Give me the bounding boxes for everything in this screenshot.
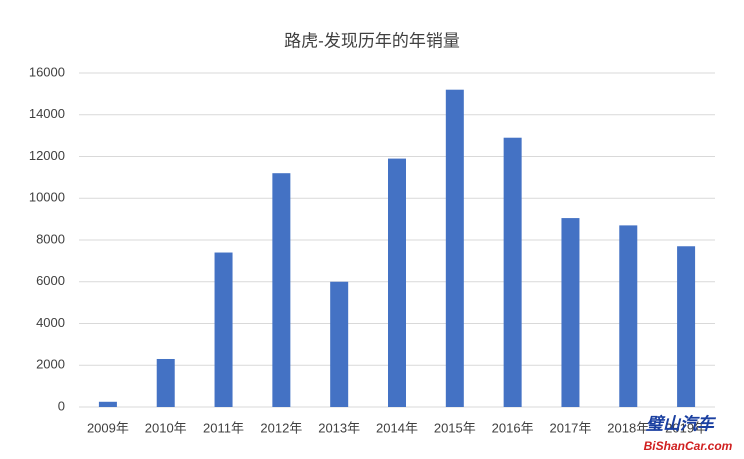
- bar: [214, 252, 233, 407]
- y-tick-label: 4000: [36, 315, 65, 330]
- x-tick-label: 2009年: [87, 420, 129, 435]
- bar: [156, 358, 175, 407]
- bar: [677, 246, 696, 407]
- y-tick-label: 12000: [29, 148, 65, 163]
- bar: [272, 173, 291, 407]
- bar: [388, 158, 406, 407]
- bar: [98, 401, 117, 407]
- bar: [330, 281, 349, 407]
- chart-title: 路虎-发现历年的年销量: [284, 31, 460, 50]
- y-tick-label: 10000: [29, 190, 65, 205]
- bar: [619, 225, 638, 407]
- bar: [561, 218, 580, 407]
- x-tick-label: 2015年: [434, 420, 476, 435]
- x-tick-label: 2013年: [318, 420, 360, 435]
- x-tick-label: 2018年: [607, 420, 649, 435]
- x-tick-label: 2014年: [376, 420, 418, 435]
- x-tick-label: 2011年: [203, 420, 244, 435]
- x-tick-label: 2012年: [260, 420, 302, 435]
- x-tick-label: 2016年: [492, 420, 534, 435]
- y-tick-label: 2000: [36, 357, 65, 372]
- watermark: 璧山汽车: [646, 414, 717, 433]
- x-tick-label: 2017年: [549, 420, 591, 435]
- x-tick-label: 2010年: [145, 420, 187, 435]
- y-tick-label: 8000: [36, 231, 65, 246]
- y-tick-label: 0: [58, 398, 65, 413]
- watermark-url: BiShanCar.com: [644, 439, 733, 453]
- y-tick-label: 14000: [29, 106, 65, 121]
- x-tick-label: 2019年: [665, 420, 707, 435]
- bar: [503, 137, 522, 407]
- bar: [445, 89, 464, 407]
- y-tick-label: 6000: [36, 273, 65, 288]
- y-tick-label: 16000: [29, 64, 65, 79]
